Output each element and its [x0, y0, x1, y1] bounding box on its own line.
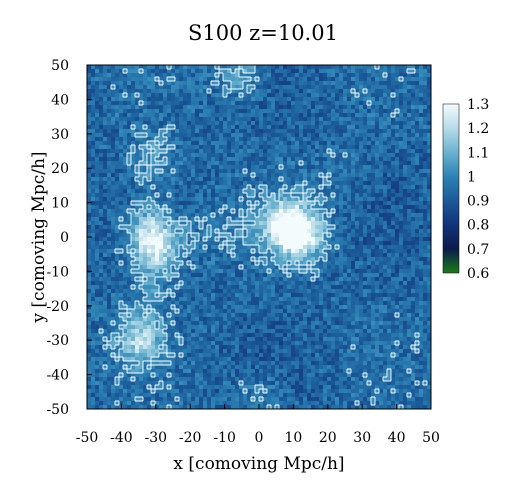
colorbar-tick-label: 1.1 [467, 145, 489, 161]
y-tick-label: -30 [46, 333, 69, 349]
colorbar-tick-label: 0.8 [467, 218, 489, 234]
chart-title: S100 z=10.01 [188, 21, 338, 45]
colorbar-tick-label: 1.3 [467, 97, 489, 113]
y-tick-label: -20 [46, 299, 69, 315]
y-tick-label: 50 [51, 58, 69, 74]
x-tick-label: -30 [145, 430, 168, 446]
y-axis-label: y [comoving Mpc/h] [29, 151, 49, 323]
x-tick-label: -10 [213, 430, 236, 446]
y-tick-label: 30 [51, 127, 69, 143]
colorbar-tick-label: 1 [467, 169, 476, 185]
x-tick-label: -40 [110, 430, 133, 446]
x-tick-label: -50 [76, 430, 99, 446]
x-tick-label: -20 [179, 430, 202, 446]
y-tick-label: 10 [51, 196, 69, 212]
x-tick-label: 30 [353, 430, 371, 446]
colorbar-tick-label: 0.9 [467, 194, 489, 210]
y-tick-label: -10 [46, 264, 69, 280]
colorbar-ticks: 1.3 1.2 1.1 1 0.9 0.8 0.7 0.6 [467, 97, 489, 282]
colorbar [442, 103, 460, 274]
colorbar-tick-label: 0.6 [467, 266, 489, 282]
y-tick-label: 40 [51, 92, 69, 108]
x-tick-label: 50 [422, 430, 440, 446]
x-tick-label: 20 [319, 430, 337, 446]
colorbar-tick-label: 1.2 [467, 121, 489, 137]
x-axis: -50 -40 -30 -20 -10 0 10 20 30 40 50 [76, 404, 440, 446]
contour-line [98, 65, 428, 409]
x-axis-label: x [comoving Mpc/h] [173, 454, 344, 474]
y-tick-label: -50 [46, 402, 69, 418]
x-tick-label: 40 [388, 430, 406, 446]
density-contours [98, 65, 428, 409]
y-tick-label: 20 [51, 161, 69, 177]
y-axis: 50 40 30 20 10 0 -10 -20 -30 -40 -50 [46, 58, 92, 418]
y-tick-label: 0 [60, 230, 69, 246]
x-tick-label: 10 [284, 430, 302, 446]
x-tick-label: 0 [255, 430, 264, 446]
y-tick-label: -40 [46, 368, 69, 384]
colorbar-tick-label: 0.7 [467, 242, 489, 258]
